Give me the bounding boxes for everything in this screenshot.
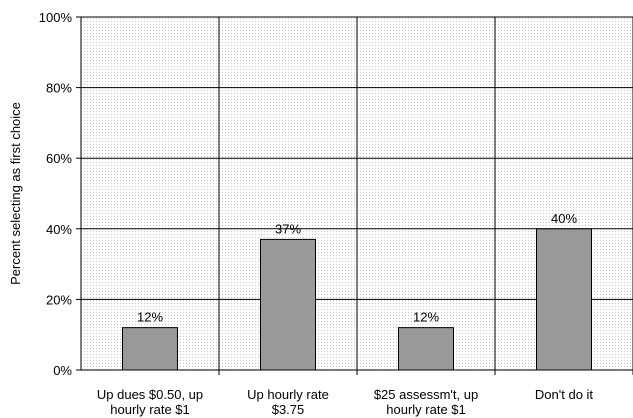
data-label: 40%: [551, 211, 577, 226]
y-tick-label: 20%: [46, 292, 72, 307]
bar: [260, 238, 316, 371]
bars: [122, 228, 592, 371]
y-tick-label: 80%: [46, 81, 72, 96]
bar: [122, 327, 178, 371]
category-label: Don't do it: [535, 387, 594, 402]
bar: [536, 228, 592, 371]
grid-lines: [76, 16, 633, 375]
data-label: 37%: [275, 221, 301, 236]
data-label: 12%: [413, 310, 439, 325]
category-label: $3.75: [272, 402, 305, 417]
y-tick-label: 0%: [53, 363, 72, 378]
y-tick-label: 100%: [39, 10, 73, 25]
bar: [398, 327, 454, 371]
labels: 0%20%40%60%80%100%12%Up dues $0.50, upho…: [39, 10, 594, 417]
y-tick-label: 40%: [46, 222, 72, 237]
category-label: $25 assessm't, up: [374, 387, 478, 402]
data-label: 12%: [137, 310, 163, 325]
category-label: hourly rate $1: [110, 402, 190, 417]
y-axis-title: Percent selecting as first choice: [8, 102, 23, 285]
category-label: hourly rate $1: [386, 402, 466, 417]
category-label: Up hourly rate: [247, 387, 329, 402]
category-label: Up dues $0.50, up: [97, 387, 203, 402]
y-tick-label: 60%: [46, 151, 72, 166]
